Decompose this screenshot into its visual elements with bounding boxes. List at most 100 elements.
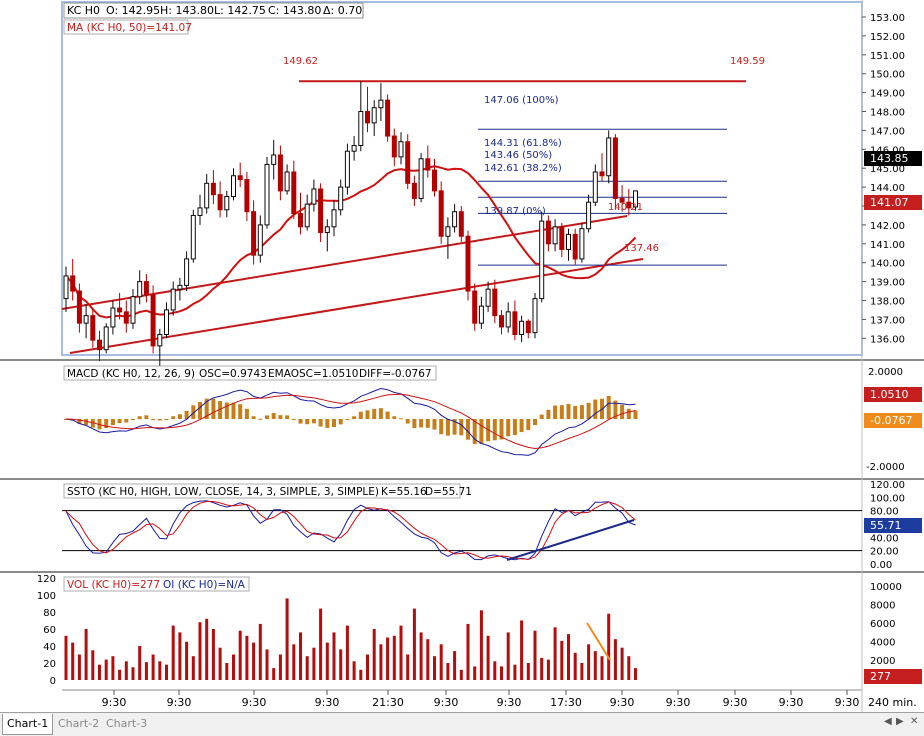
price-tick-label: 140.00 [870, 259, 905, 270]
macd-hist-bar [492, 419, 497, 441]
candle-body [398, 141, 404, 158]
candle-body [599, 171, 605, 177]
candle-body [257, 224, 263, 256]
candle-body [391, 135, 397, 158]
candle-body [505, 311, 511, 328]
macd-hist-bar [533, 419, 537, 426]
stoch-badge: 55.71 [864, 518, 922, 533]
volume-bar [91, 650, 95, 680]
macd-hist-bar [573, 406, 578, 419]
candle-body [210, 182, 216, 196]
candle-body [237, 175, 243, 181]
svg-text:VOL (KC H0)=277: VOL (KC H0)=277 [67, 579, 160, 591]
macd-hist-bar [479, 419, 484, 445]
volume-bar [406, 654, 410, 680]
macd-hist-bar [318, 419, 323, 427]
tab-prev-icon[interactable]: ◀ [884, 716, 892, 727]
svg-text:EMAOSC=1.0510: EMAOSC=1.0510 [268, 368, 359, 380]
candle-body [566, 233, 571, 250]
macd-hist-bar [278, 415, 283, 419]
volume-right-tick: 6000 [870, 619, 895, 630]
macd-tick-upper: 2.0000 [868, 367, 903, 378]
svg-text:K=55.16: K=55.16 [381, 486, 427, 498]
macd-hist-bar [586, 402, 591, 419]
volume-bar [573, 652, 577, 680]
volume-bar [138, 646, 142, 680]
macd-hist-bar [285, 415, 290, 419]
macd-hist-bar [559, 405, 564, 419]
macd-hist-bar [191, 405, 196, 419]
svg-text:MACD (KC H0, 12, 26, 9): MACD (KC H0, 12, 26, 9) [67, 368, 195, 380]
macd-badge-upper: 1.0510 [864, 387, 922, 402]
x-tick-label: 9:30 [102, 696, 127, 709]
volume-bar [104, 659, 108, 680]
price-badge: 143.85 [864, 151, 922, 166]
ma-label: MA (KC H0, 50)=141.07 [67, 22, 192, 34]
volume-bar [339, 649, 343, 680]
chart-tab-bar: Chart-1 Chart-2 Chart-3 ◀ ▶ ✕ [0, 712, 924, 736]
candle-body [70, 275, 76, 292]
volume-bar [580, 663, 584, 680]
candle-body [425, 158, 431, 171]
svg-text:SSTO (KC H0, HIGH, LOW, CLOSE,: SSTO (KC H0, HIGH, LOW, CLOSE, 14, 3, SI… [67, 486, 379, 498]
candle-body [545, 220, 551, 245]
macd-hist-bar [378, 408, 383, 419]
svg-text:DIFF=-0.0767: DIFF=-0.0767 [359, 368, 432, 380]
price-header: KC H0 O: 142.95 H: 143.80 L: 142.75 C: 1… [63, 2, 364, 35]
x-tick-label: 9:30 [167, 696, 192, 709]
volume-bar [319, 608, 323, 680]
volume-bar [272, 668, 276, 680]
macd-hist-bar [385, 411, 390, 419]
candle-body [405, 141, 411, 184]
macd-hist-bar [311, 419, 316, 424]
price-tick-label: 137.00 [870, 315, 905, 326]
candle-body [117, 307, 123, 313]
candle-body [324, 226, 330, 233]
candle-body [385, 99, 391, 137]
volume-bar [77, 654, 81, 680]
volume-bar [533, 630, 537, 680]
chart-canvas[interactable]: 153.00 152.00 151.00 150.00 149.00 148.00 147.… [0, 0, 924, 712]
tab-chart-2[interactable]: Chart-2 [54, 714, 104, 734]
macd-hist-bar [258, 418, 263, 420]
candle-body [331, 209, 337, 228]
macd-hist-bar [626, 408, 631, 419]
macd-hist-bar [606, 395, 611, 419]
volume-right-tick: 2000 [870, 656, 895, 667]
volume-bar [278, 654, 282, 680]
candle-body [231, 175, 236, 198]
volume-bar [426, 639, 430, 680]
macd-hist-bar [124, 419, 129, 423]
volume-bar [366, 654, 369, 680]
tab-next-icon[interactable]: ▶ [896, 716, 904, 727]
tab-chart-3[interactable]: Chart-3 [102, 714, 152, 734]
candle-body [586, 201, 592, 230]
volume-bar [211, 629, 215, 680]
macd-hist-bar [372, 408, 377, 419]
x-tick-label: 9:30 [779, 696, 804, 709]
candle-body [137, 281, 143, 298]
macd-hist-bar [131, 419, 135, 420]
stoch-header: SSTO (KC H0, HIGH, LOW, CLOSE, 14, 3, SI… [63, 483, 472, 499]
candle-body [418, 158, 424, 199]
volume-bar [299, 632, 302, 680]
candle-body [378, 99, 384, 109]
close-icon[interactable]: ✕ [910, 716, 919, 727]
macd-hist-bar [472, 419, 477, 445]
volume-left-tick: 60 [43, 625, 56, 636]
candle-body [612, 137, 618, 199]
candle-body [277, 154, 283, 192]
volume-bar [118, 669, 122, 680]
svg-text:OI (KC H0)=N/A: OI (KC H0)=N/A [163, 579, 246, 591]
macd-hist-bar [171, 416, 176, 419]
candle-body [411, 182, 417, 199]
macd-hist-bar [338, 419, 343, 425]
tab-chart-1[interactable]: Chart-1 [2, 714, 54, 735]
volume-badge: 277 [864, 669, 922, 684]
macd-hist-bar [412, 419, 417, 429]
x-tick-label: 9:30 [497, 696, 522, 709]
high-label-right: 149.59 [730, 56, 765, 67]
candle-body [478, 305, 484, 324]
candle-body [130, 296, 136, 324]
candle-body [244, 179, 250, 213]
